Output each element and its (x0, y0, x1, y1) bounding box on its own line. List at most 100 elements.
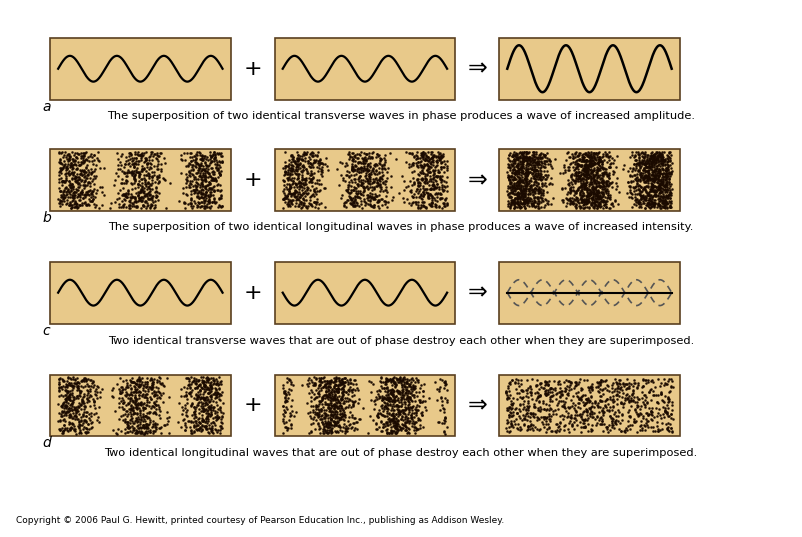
Point (307, 389, 320, 398)
Point (655, 173, 668, 182)
Point (508, 172, 520, 181)
Point (393, 410, 406, 419)
Point (143, 419, 156, 428)
Point (122, 382, 135, 391)
Point (414, 424, 427, 433)
Point (130, 202, 143, 211)
Point (520, 386, 533, 394)
Point (557, 422, 570, 431)
Point (184, 159, 196, 168)
Point (320, 380, 333, 388)
Point (431, 157, 444, 166)
Point (508, 204, 520, 212)
Point (381, 429, 394, 438)
Point (513, 194, 526, 202)
Point (650, 202, 663, 211)
Point (664, 382, 677, 391)
Point (370, 393, 383, 401)
Point (387, 376, 399, 384)
Point (56, 374, 69, 383)
Point (337, 423, 350, 431)
Point (283, 188, 296, 197)
Point (563, 427, 576, 436)
Point (56, 162, 69, 171)
Point (597, 408, 610, 416)
Point (565, 159, 577, 168)
Point (394, 423, 407, 432)
Point (200, 400, 213, 408)
Point (145, 172, 158, 181)
Point (562, 148, 575, 157)
Point (188, 402, 200, 411)
Point (284, 378, 297, 386)
Point (147, 422, 160, 430)
Point (514, 376, 527, 384)
Point (278, 168, 291, 176)
Point (53, 425, 66, 433)
Point (610, 390, 623, 398)
Point (114, 178, 127, 187)
Point (67, 373, 80, 382)
Point (326, 396, 339, 404)
Point (501, 171, 514, 179)
Point (342, 181, 355, 190)
Point (535, 383, 548, 391)
Point (583, 398, 596, 407)
Point (79, 416, 92, 425)
Point (342, 394, 355, 403)
Point (215, 152, 228, 161)
Point (401, 416, 414, 425)
Point (658, 148, 670, 156)
Point (581, 151, 593, 159)
Point (210, 389, 223, 397)
Point (520, 148, 533, 156)
Point (352, 180, 365, 188)
Point (579, 149, 592, 158)
Point (84, 375, 97, 384)
Point (538, 150, 551, 159)
Point (663, 148, 676, 156)
Point (588, 171, 601, 179)
Point (525, 391, 537, 400)
Point (662, 194, 674, 202)
Point (508, 200, 520, 208)
Point (277, 180, 290, 189)
Point (580, 162, 593, 170)
Point (380, 188, 393, 197)
Point (613, 376, 626, 384)
Point (644, 175, 657, 184)
Point (502, 202, 515, 211)
Point (385, 171, 398, 180)
Point (659, 186, 672, 195)
Point (53, 377, 66, 386)
Point (623, 188, 636, 197)
Point (314, 159, 327, 168)
Point (647, 166, 660, 175)
Point (349, 424, 362, 433)
Point (346, 396, 358, 405)
Point (575, 170, 588, 178)
Point (390, 415, 403, 424)
Point (621, 426, 634, 434)
Point (408, 179, 421, 187)
Point (630, 156, 642, 164)
Point (641, 181, 654, 190)
Point (611, 400, 624, 408)
Point (144, 395, 157, 403)
Point (592, 179, 605, 187)
Point (417, 192, 430, 201)
Point (380, 395, 393, 404)
Point (655, 164, 668, 172)
Point (532, 178, 545, 187)
Point (406, 419, 419, 427)
Point (195, 198, 208, 206)
Point (346, 148, 359, 157)
Point (558, 404, 571, 412)
Point (406, 198, 419, 207)
Point (158, 175, 171, 183)
Point (524, 158, 537, 166)
FancyBboxPatch shape (499, 38, 679, 100)
FancyBboxPatch shape (274, 149, 456, 211)
Point (118, 398, 131, 407)
Point (534, 379, 547, 388)
